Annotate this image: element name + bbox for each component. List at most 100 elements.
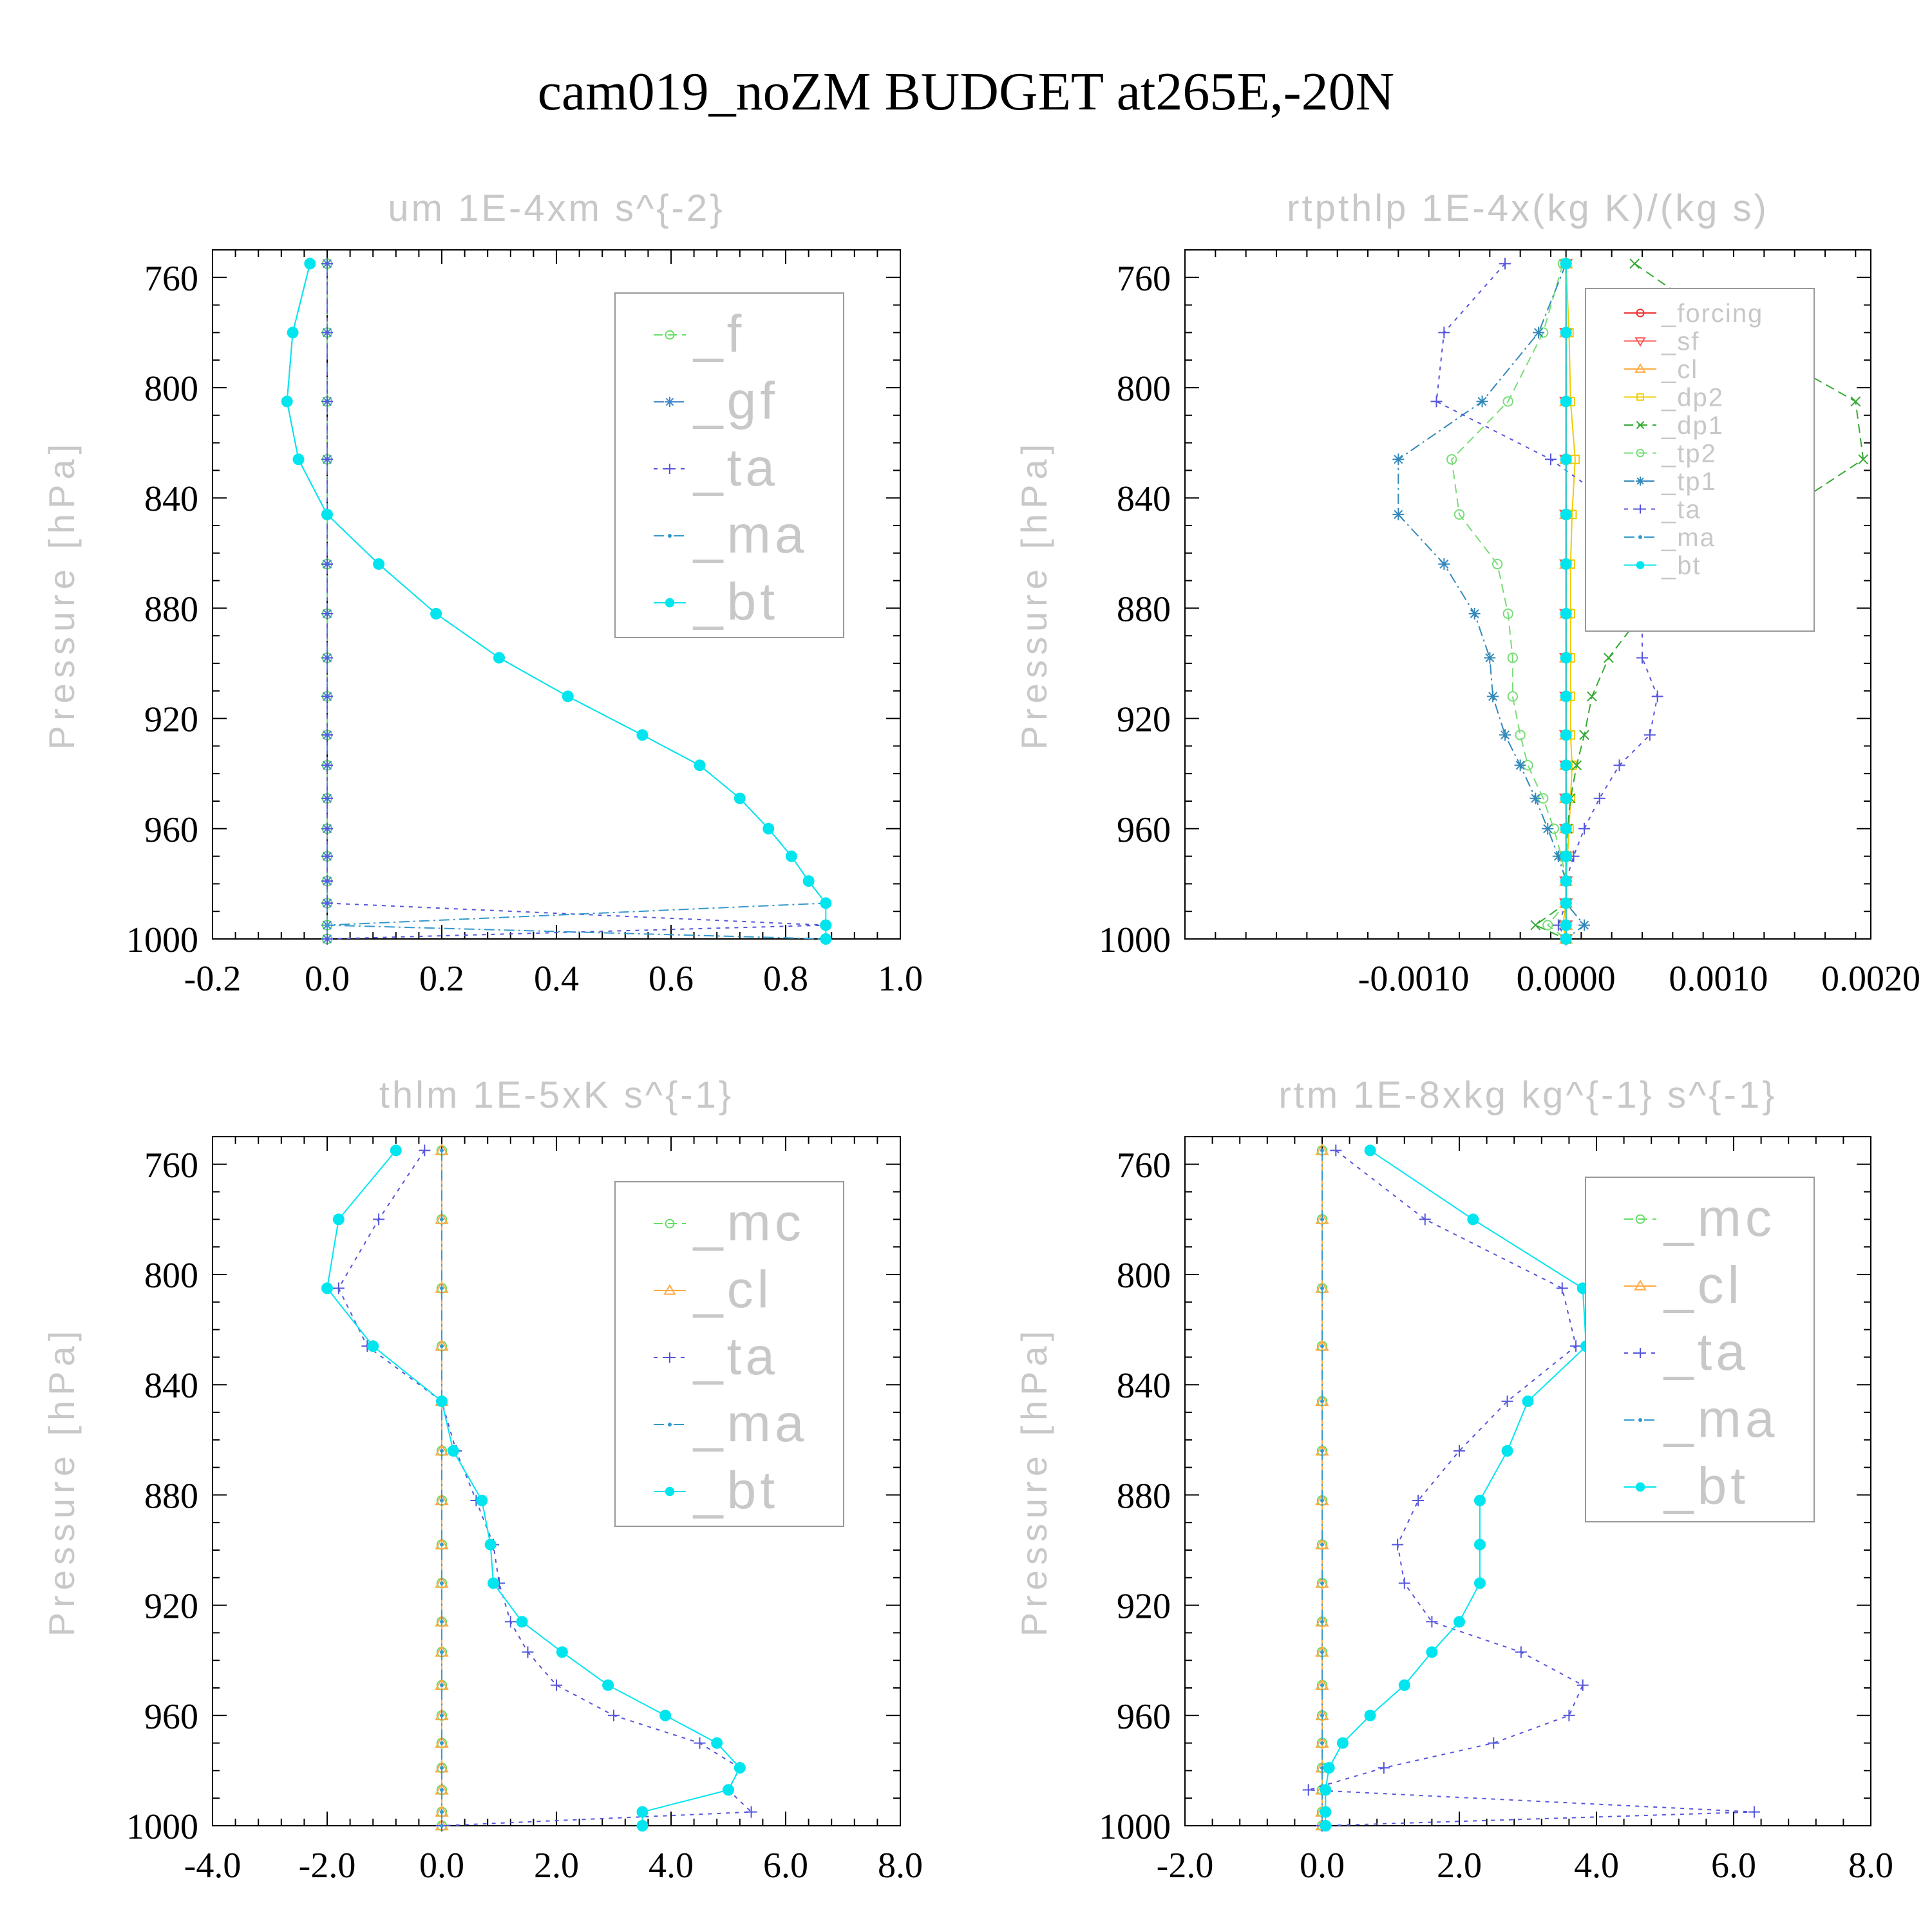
x-tick-label: 4.0 — [649, 1846, 694, 1886]
legend-marker — [1636, 393, 1644, 401]
data-point — [332, 1213, 345, 1226]
legend-marker — [1636, 421, 1645, 430]
legend-marker — [665, 330, 675, 340]
x-tick-label: 4.0 — [1574, 1846, 1619, 1886]
data-point — [1571, 760, 1582, 771]
data-point — [1320, 1542, 1324, 1547]
panel-title: thlm 1E-5xK s^{-1} — [379, 1074, 734, 1116]
data-point — [820, 933, 832, 945]
data-point — [1850, 396, 1861, 407]
data-point — [1320, 1286, 1324, 1291]
data-point — [1315, 1736, 1329, 1748]
legend-box — [1585, 1177, 1815, 1522]
legend-label: _ma — [692, 506, 808, 564]
x-tick-label: 2.0 — [534, 1846, 579, 1886]
data-point — [1542, 920, 1553, 931]
data-point — [1320, 1650, 1324, 1654]
figure-title: cam019_noZM BUDGET at265E,-20N — [538, 62, 1395, 122]
data-point — [1507, 652, 1519, 663]
data-point — [1579, 730, 1589, 741]
data-point — [321, 395, 333, 408]
data-point — [762, 822, 775, 835]
data-point — [1468, 607, 1481, 620]
data-point — [1586, 691, 1597, 702]
x-tick-label: 8.0 — [878, 1846, 923, 1886]
y-tick-label: 880 — [1117, 1476, 1171, 1516]
data-point — [734, 1762, 746, 1774]
data-point — [1473, 1494, 1486, 1506]
data-point — [1507, 691, 1519, 702]
data-point — [1560, 933, 1572, 945]
data-point — [1315, 1537, 1329, 1549]
data-point — [1560, 558, 1572, 570]
data-point — [440, 1581, 444, 1586]
data-point — [1320, 1766, 1324, 1770]
data-point — [723, 1784, 734, 1796]
x-tick-label: 0.8 — [763, 959, 808, 999]
data-point — [1488, 1737, 1500, 1749]
y-axis-label: Pressure [hPa] — [41, 1326, 82, 1636]
data-point — [711, 1737, 723, 1749]
data-point — [1364, 1144, 1376, 1157]
legend-marker — [1636, 561, 1645, 569]
legend-marker — [1636, 477, 1645, 486]
legend-marker — [1634, 337, 1646, 347]
data-point — [516, 1616, 528, 1628]
data-point — [1426, 1646, 1438, 1658]
legend-label: _sf — [1661, 328, 1700, 356]
data-point — [440, 1683, 444, 1687]
data-point — [367, 1340, 379, 1352]
x-tick-label: 0.2 — [419, 959, 464, 999]
data-point — [440, 1448, 444, 1453]
data-point — [1542, 822, 1554, 835]
data-point — [608, 1709, 620, 1721]
data-point — [1392, 508, 1405, 520]
legend: _mc _cl _ta _ma _bt — [1585, 1177, 1815, 1522]
y-axis-label: Pressure [hPa] — [41, 439, 82, 750]
y-tick-label: 960 — [144, 810, 198, 850]
data-point — [440, 1286, 444, 1291]
data-point — [1560, 792, 1572, 804]
legend-marker — [665, 1218, 675, 1229]
data-point — [440, 1542, 444, 1547]
data-point — [1378, 1762, 1390, 1774]
data-point — [820, 897, 832, 909]
data-point — [1484, 652, 1496, 664]
data-point — [1629, 258, 1640, 269]
legend-label: _ma — [692, 1394, 808, 1453]
data-point — [435, 1576, 449, 1588]
legend-box — [1585, 288, 1815, 632]
x-tick-label: 8.0 — [1848, 1846, 1893, 1886]
series-bt — [1560, 258, 1572, 945]
data-point — [1533, 327, 1545, 339]
legend-label: _f — [692, 305, 745, 363]
data-point — [1651, 690, 1663, 703]
data-point — [440, 1620, 444, 1624]
legend-marker — [668, 534, 672, 538]
data-point — [493, 652, 505, 664]
data-point — [1467, 1213, 1479, 1226]
legend-label: _mc — [1663, 1189, 1776, 1247]
legend-marker — [1635, 1214, 1645, 1224]
data-point — [1501, 1395, 1513, 1407]
data-point — [1552, 850, 1564, 862]
data-point — [602, 1679, 614, 1691]
data-point — [1593, 792, 1605, 804]
legend-label: _gf — [692, 372, 779, 430]
data-point — [435, 1537, 449, 1549]
y-axis-label: Pressure [hPa] — [1014, 1326, 1054, 1636]
data-point — [694, 759, 706, 772]
y-tick-label: 880 — [144, 589, 198, 629]
data-point — [440, 1713, 444, 1718]
legend-marker — [1638, 535, 1642, 539]
data-point — [745, 1806, 757, 1818]
data-point — [1560, 453, 1572, 466]
series-cl — [435, 1143, 449, 1831]
legend-label: _mc — [692, 1193, 805, 1252]
series-bt — [321, 1144, 746, 1832]
legend-marker — [1634, 363, 1646, 373]
data-point — [522, 1646, 534, 1658]
legend-marker — [665, 1486, 675, 1497]
data-point — [1578, 822, 1591, 835]
